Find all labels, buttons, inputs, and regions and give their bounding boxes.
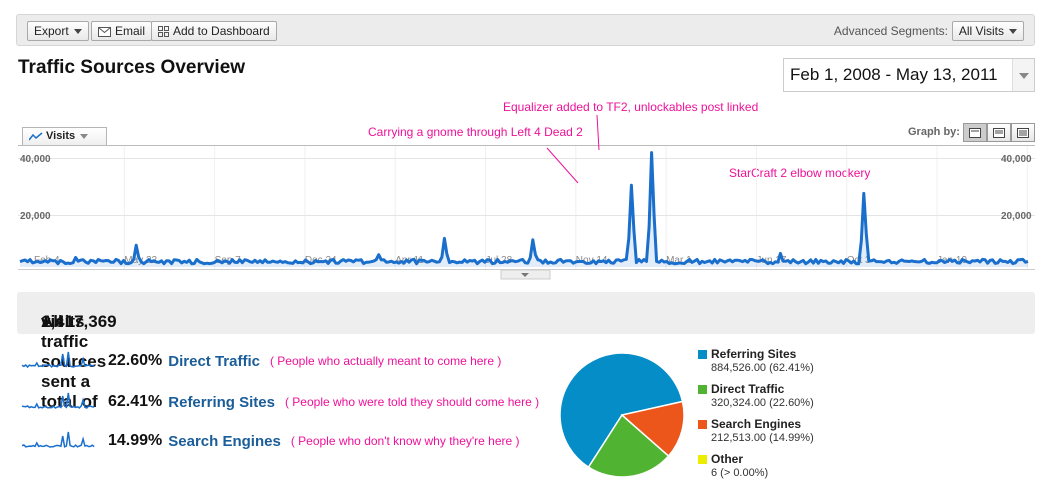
summary-total: 1,417,369 [41, 312, 117, 331]
graph-by-week-button[interactable] [987, 123, 1011, 142]
source-row-direct: 22.60% Direct Traffic ( People who actua… [20, 350, 501, 372]
legend-value: 320,324.00 (22.60%) [711, 397, 814, 409]
x-tick-label: Jun 17 [756, 255, 786, 266]
source-percent: 14.99% [108, 432, 163, 449]
y-tick-left: 40,000 [20, 154, 51, 165]
pie-slice-referring[interactable] [559, 352, 684, 469]
annotation-pointer [546, 147, 579, 184]
y-tick-right: 40,000 [1001, 154, 1032, 165]
chevron-down-icon [521, 273, 529, 277]
x-tick-label: May 22 [124, 255, 157, 266]
export-label: Export [34, 24, 69, 38]
chevron-down-icon[interactable] [1012, 59, 1034, 91]
annotation-pointer [596, 114, 600, 151]
source-percent: 22.60% [108, 352, 163, 369]
date-range-picker[interactable]: Feb 1, 2008 - May 13, 2011 [783, 58, 1035, 92]
sparkline-search [21, 431, 95, 448]
x-axis-ticks: Feb 4 May 22 Sep 7 Dec 24 Apr 11 Jul 28 Nov 14… [34, 255, 967, 266]
line-chart-icon [28, 132, 43, 141]
x-tick-label: Sep 7 [215, 255, 242, 266]
sparkline-path [21, 431, 95, 448]
summary-header: All traffic sources sent a total of 1,41… [17, 292, 1035, 411]
chevron-down-icon [1009, 29, 1017, 35]
metric-selector[interactable]: Visits [22, 127, 107, 146]
email-button[interactable]: Email [91, 21, 153, 41]
source-row-referring: 62.41% Referring Sites ( People who were… [20, 391, 539, 413]
report-toolbar: Export Email Add to Dashboard Advanced S… [16, 14, 1035, 46]
y-tick-right: 20,000 [1001, 211, 1032, 222]
visits-line [19, 151, 1029, 266]
legend-swatch [698, 420, 707, 429]
add-to-dashboard-label: Add to Dashboard [173, 24, 270, 38]
x-tick-label: Oct 3 [847, 255, 871, 266]
source-row-search: 14.99% Search Engines ( People who don't… [20, 430, 520, 452]
x-tick-label: Apr 11 [395, 255, 424, 266]
chart-vertical-grid [123, 146, 1028, 269]
list-view-icon [993, 127, 1005, 138]
page-title: Traffic Sources Overview [18, 57, 246, 78]
visits-area [20, 152, 1028, 267]
source-link-referring-sites[interactable]: Referring Sites [168, 393, 275, 411]
x-tick-label: Dec 24 [305, 255, 337, 266]
sparkline-path [21, 392, 95, 409]
x-tick-label: Jul 28 [486, 255, 513, 266]
x-tick-label: Jan 19 [937, 255, 967, 266]
pie-slice-search[interactable] [620, 400, 685, 458]
legend-name: Referring Sites [711, 347, 797, 361]
source-note: ( People who actually meant to come here… [269, 354, 502, 368]
legend-swatch [698, 350, 707, 359]
list-view-icon [1017, 127, 1029, 138]
envelope-icon [98, 26, 111, 37]
x-tick-label: Mar 1 [666, 255, 692, 266]
annotation-gnome: Carrying a gnome through Left 4 Dead 2 [368, 125, 583, 139]
legend-swatch [698, 385, 707, 394]
sparkline-path [21, 351, 95, 369]
email-label: Email [115, 24, 146, 38]
annotation-starcraft: StarCraft 2 elbow mockery [729, 166, 871, 180]
chevron-down-icon [80, 133, 89, 139]
legend-name: Direct Traffic [711, 382, 785, 396]
advanced-segments-label: Advanced Segments: [833, 24, 948, 38]
source-percent: 62.41% [108, 393, 163, 410]
export-button[interactable]: Export [27, 21, 89, 41]
date-range-value: Feb 1, 2008 - May 13, 2011 [790, 65, 998, 84]
legend-value: 212,513.00 (14.99%) [711, 432, 814, 444]
annotation-equalizer: Equalizer added to TF2, unlockables post… [503, 100, 759, 114]
legend-value: 6 (> 0.00%) [711, 467, 769, 479]
legend-name: Other [711, 452, 744, 466]
list-view-icon [969, 127, 981, 138]
sparkline-referring [21, 392, 95, 409]
graph-by-label: Graph by: [908, 126, 960, 138]
legend-swatch [698, 455, 707, 464]
segments-value: All Visits [958, 24, 1004, 38]
pie-slice-direct[interactable] [587, 413, 670, 478]
sparkline-direct [21, 351, 95, 369]
x-tick-label: Nov 14 [576, 255, 608, 266]
graph-by-buttons [963, 123, 1035, 142]
y-tick-left: 20,000 [20, 211, 51, 222]
source-link-search-engines[interactable]: Search Engines [168, 432, 281, 450]
legend-value: 884,526.00 (62.41%) [711, 362, 814, 374]
legend-name: Search Engines [711, 417, 802, 431]
source-note: ( People who were told they should come … [284, 395, 540, 409]
dashboard-icon [158, 26, 169, 38]
chevron-down-icon [73, 29, 82, 35]
add-to-dashboard-button[interactable]: Add to Dashboard [151, 21, 277, 41]
chart-resize-handle[interactable] [500, 269, 551, 280]
source-note: ( People who don't know why they're here… [290, 434, 520, 448]
source-link-direct-traffic[interactable]: Direct Traffic [168, 352, 260, 370]
metric-label: Visits [46, 130, 76, 142]
summary-suffix: visits [41, 312, 85, 331]
graph-by-day-button[interactable] [963, 123, 987, 142]
graph-by-month-button[interactable] [1011, 123, 1035, 142]
traffic-sources-pie [559, 352, 685, 478]
x-tick-label: Feb 4 [34, 255, 60, 266]
segments-select[interactable]: All Visits [951, 21, 1024, 41]
